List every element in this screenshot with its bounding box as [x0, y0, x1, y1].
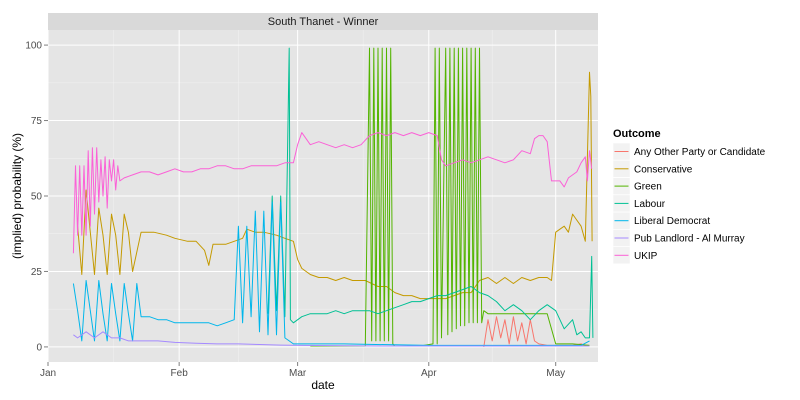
x-tick-label: Feb — [171, 368, 189, 379]
series-line-labour — [267, 47, 594, 339]
y-tick-label: 75 — [31, 116, 43, 127]
x-tick-label: Apr — [421, 368, 437, 379]
x-tick-label: Mar — [289, 368, 307, 379]
legend-label-liberal-democrat: Liberal Democrat — [634, 216, 710, 227]
series-line-conservative — [77, 71, 593, 300]
y-axis: 0 25 50 75 100 — [25, 41, 48, 353]
legend-label-pub-landlord-al-murray: Pub Landlord - Al Murray — [634, 234, 745, 245]
y-tick-label: 25 — [31, 267, 43, 278]
legend-label-ukip: UKIP — [634, 251, 658, 262]
facet-strip — [48, 13, 598, 30]
y-axis-title: (implied) probability (%) — [10, 133, 24, 259]
series-line-ukip — [72, 132, 593, 254]
x-axis-title: date — [311, 378, 335, 392]
series-line-green — [310, 47, 590, 347]
legend-title: Outcome — [613, 128, 661, 140]
legend-label-conservative: Conservative — [634, 164, 693, 175]
chart-title: South Thanet - Winner — [268, 16, 379, 28]
legend-label-green: Green — [634, 182, 662, 193]
x-tick-label: May — [546, 368, 565, 379]
legend: Outcome Any Other Party or Candidate Cons… — [612, 128, 766, 265]
y-tick-label: 100 — [25, 41, 42, 52]
legend-label-any-other-party-or-candidate: Any Other Party or Candidate — [634, 147, 766, 158]
y-tick-label: 50 — [31, 192, 43, 203]
series-line-liberal-democrat — [72, 201, 590, 346]
x-axis: Jan Feb Mar Apr May — [40, 362, 565, 379]
legend-label-labour: Labour — [634, 199, 666, 210]
x-tick-label: Jan — [40, 368, 56, 379]
y-tick-label: 0 — [36, 342, 42, 353]
series-line-pub-landlord-al-murray — [73, 331, 590, 347]
series-group — [72, 47, 594, 347]
